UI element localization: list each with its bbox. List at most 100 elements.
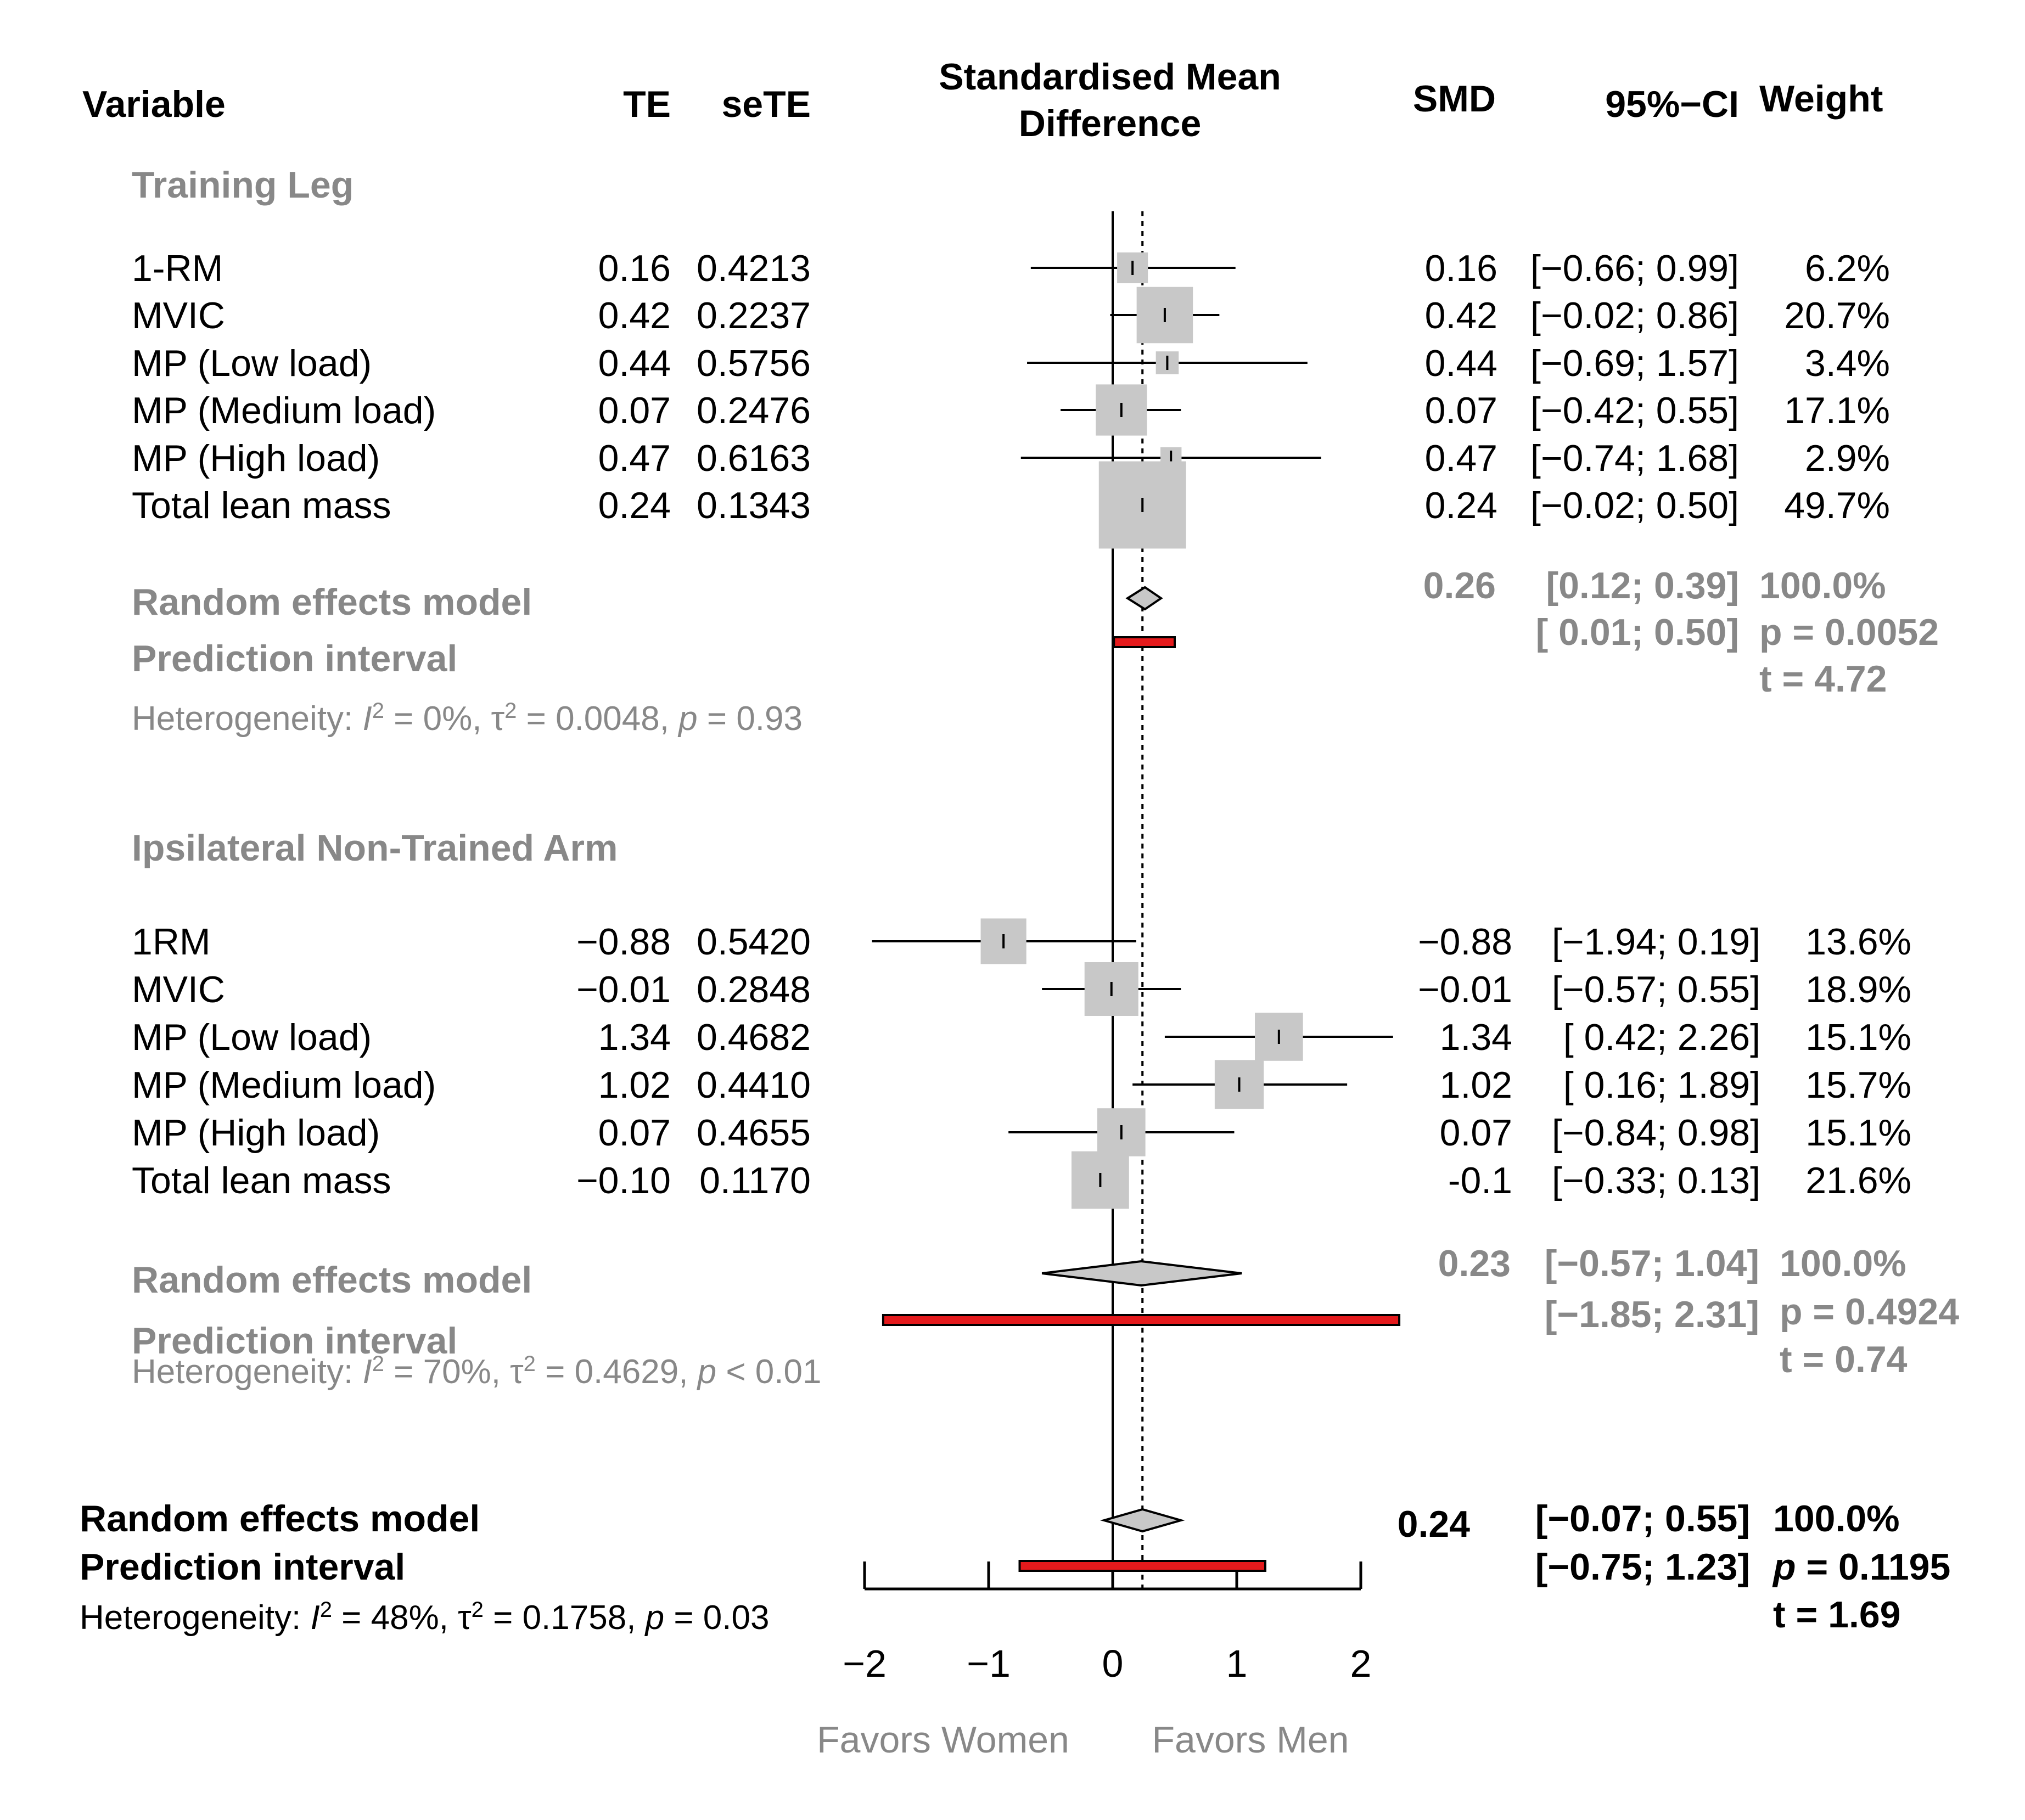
superscript-two: 2 [524, 1352, 536, 1376]
study-weight: 15.1% [1805, 1112, 1911, 1154]
study-sete: 0.5420 [697, 921, 811, 963]
prediction-interval-bar [1113, 636, 1176, 648]
study-te: 0.16 [598, 248, 671, 289]
study-weight: 20.7% [1784, 295, 1890, 336]
study-weight: 13.6% [1805, 921, 1911, 963]
study-name: 1RM [132, 921, 211, 963]
study-ci: [ 0.42; 2.26] [1563, 1016, 1760, 1058]
study-sete: 0.6163 [697, 437, 811, 479]
study-ci: [ 0.16; 1.89] [1563, 1064, 1760, 1106]
study-name: MVIC [132, 295, 225, 336]
favors-men-label: Favors Men [1152, 1719, 1349, 1761]
subgroup-p-value: p = 0.4924 [1780, 1291, 1959, 1333]
study-sete: 0.4410 [697, 1064, 811, 1106]
study-name: Total lean mass [132, 1160, 391, 1201]
overall-prediction-interval-bar [1018, 1560, 1266, 1572]
heterogeneity-p-symbol: p [697, 1353, 716, 1391]
header-sete: seTE [721, 83, 811, 125]
study-ci: [−0.42; 0.55] [1530, 390, 1739, 431]
study-ci: [−0.69; 1.57] [1530, 342, 1739, 384]
study-smd: 0.07 [1440, 1112, 1512, 1154]
heterogeneity-p-symbol: p [677, 700, 697, 738]
random-effects-ci: [0.12; 0.39] [1546, 565, 1739, 606]
heterogeneity-p-value: < 0.01 [716, 1353, 821, 1391]
heterogeneity-tau-symbol: τ [510, 1353, 524, 1391]
study-te: 1.34 [598, 1016, 671, 1058]
overall-random-effects-diamond [1100, 1508, 1185, 1533]
study-sete: 0.1170 [699, 1160, 811, 1201]
study-weight: 17.1% [1784, 390, 1890, 431]
heterogeneity-p-value: = 0.93 [698, 700, 803, 738]
favors-women-label: Favors Women [817, 1719, 1069, 1761]
x-axis-tick-label: 2 [1350, 1642, 1372, 1685]
heterogeneity-i2-value: = 48%, [332, 1599, 458, 1637]
prediction-interval-label: Prediction interval [132, 638, 457, 679]
x-axis-tick-label: 1 [1226, 1642, 1248, 1685]
header-smd-title-line2: Difference [1019, 103, 1202, 144]
header-weight: Weight [1759, 78, 1883, 120]
heterogeneity-i2-value: = 0%, [384, 700, 491, 738]
superscript-two: 2 [504, 699, 517, 723]
study-ci: [−0.84; 0.98] [1552, 1112, 1760, 1154]
subgroup-heterogeneity: Heterogeneity: I2 = 70%, τ2 = 0.4629, p … [132, 1352, 821, 1391]
header-ci: 95%−CI [1605, 83, 1739, 125]
study-weight: 21.6% [1805, 1160, 1911, 1201]
study-sete: 0.4655 [697, 1112, 811, 1154]
study-smd: 0.16 [1425, 248, 1497, 289]
random-effects-weight: 100.0% [1780, 1243, 1906, 1284]
header-variable: Variable [82, 83, 226, 125]
study-smd: 0.42 [1425, 295, 1497, 336]
study-smd: −0.01 [1418, 969, 1512, 1010]
study-te: 0.07 [598, 1112, 671, 1154]
overall-p-symbol: p [1772, 1546, 1796, 1588]
overall-random-effects-ci: [−0.07; 0.55] [1535, 1498, 1750, 1540]
study-name: 1-RM [132, 248, 223, 289]
random-effects-smd: 0.26 [1423, 565, 1496, 606]
heterogeneity-prefix: Heterogeneity: [132, 700, 362, 738]
heterogeneity-i2-symbol: I [362, 1353, 372, 1391]
study-ci: [−0.74; 1.68] [1530, 437, 1739, 479]
study-weight: 15.7% [1805, 1064, 1911, 1106]
overall-t-value: t = 1.69 [1773, 1594, 1901, 1636]
heterogeneity-i2-symbol: I [362, 700, 372, 738]
heterogeneity-tau-value: = 0.1758, [484, 1599, 646, 1637]
study-smd: −0.88 [1418, 921, 1512, 963]
heterogeneity-prefix: Heterogeneity: [132, 1353, 362, 1391]
random-effects-label: Random effects model [132, 1259, 532, 1301]
random-effects-label: Random effects model [132, 581, 532, 623]
subgroup-t-value: t = 4.72 [1759, 658, 1887, 700]
study-sete: 0.5756 [697, 342, 811, 384]
random-effects-ci: [−0.57; 1.04] [1545, 1243, 1759, 1284]
study-sete: 0.2476 [697, 390, 811, 431]
heterogeneity-prefix: Heterogeneity: [80, 1599, 310, 1637]
heterogeneity-tau-value: = 0.4629, [536, 1353, 698, 1391]
subgroup-heterogeneity: Heterogeneity: I2 = 0%, τ2 = 0.0048, p =… [132, 699, 803, 738]
prediction-interval-bar [882, 1314, 1401, 1326]
study-weight: 3.4% [1805, 342, 1890, 384]
study-name: MP (Low load) [132, 342, 372, 384]
study-te: −0.01 [576, 969, 671, 1010]
subgroup-title: Training Leg [132, 164, 354, 206]
overall-p-number: = 0.1195 [1796, 1546, 1951, 1588]
study-smd: 0.07 [1425, 390, 1497, 431]
study-smd: 1.02 [1440, 1064, 1512, 1106]
study-te: 0.42 [598, 295, 671, 336]
superscript-two: 2 [320, 1598, 332, 1622]
overall-p-value: p = 0.1195 [1772, 1546, 1950, 1588]
overall-random-effects-label: Random effects model [80, 1498, 480, 1540]
header-smd: SMD [1413, 78, 1496, 120]
study-name: MVIC [132, 969, 225, 1010]
study-weight: 6.2% [1805, 248, 1890, 289]
study-ci: [−0.33; 0.13] [1552, 1160, 1760, 1201]
study-te: 1.02 [598, 1064, 671, 1106]
study-name: MP (Medium load) [132, 390, 436, 431]
study-sete: 0.4213 [697, 248, 811, 289]
random-effects-smd: 0.23 [1438, 1243, 1511, 1284]
random-effects-diamond [1125, 586, 1163, 611]
study-te: 0.47 [598, 437, 671, 479]
study-ci: [−0.02; 0.86] [1530, 295, 1739, 336]
heterogeneity-i2-value: = 70%, [384, 1353, 510, 1391]
column-headers: Variable TE seTE Standardised Mean Diffe… [82, 56, 1883, 144]
study-name: MP (Low load) [132, 1016, 372, 1058]
